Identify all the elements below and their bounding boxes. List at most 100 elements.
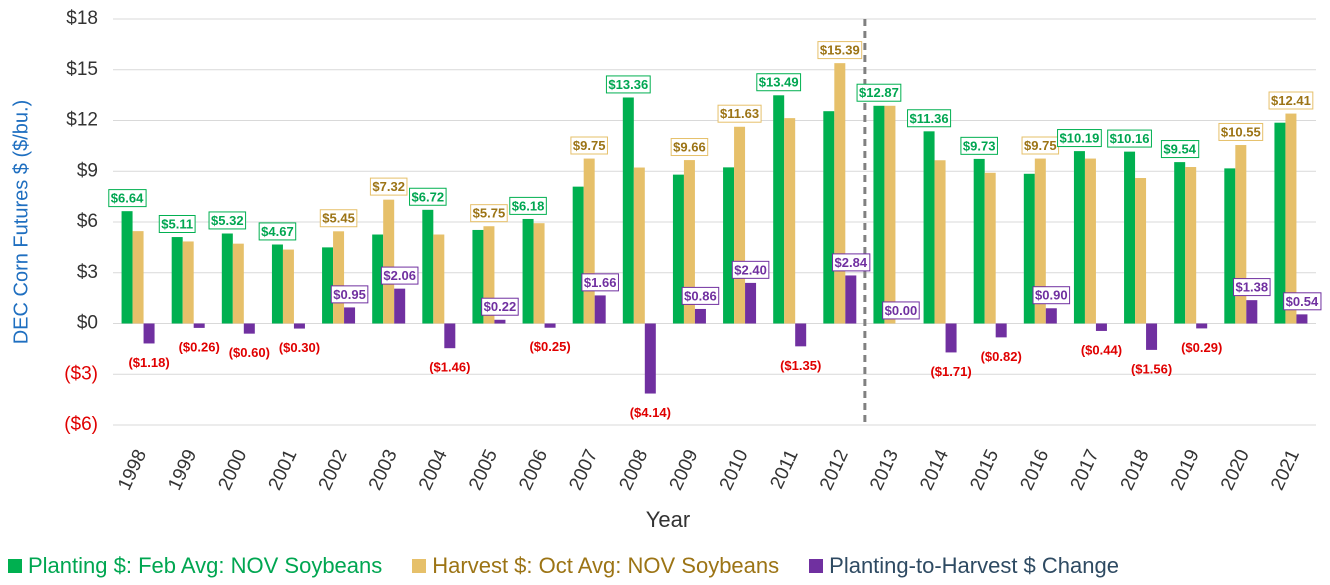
bar (1285, 113, 1297, 324)
data-label: ($0.29) (1181, 340, 1222, 355)
legend-item: Planting-to-Harvest $ Change (809, 553, 1119, 579)
bar (1084, 158, 1096, 324)
data-label-box (1233, 278, 1271, 297)
bar (372, 234, 384, 324)
data-label: $9.54 (1163, 142, 1196, 157)
data-label: ($1.71) (930, 364, 971, 379)
data-label-box (470, 204, 508, 223)
data-label: $9.73 (963, 138, 996, 153)
data-label-box (481, 297, 519, 316)
bar (1023, 173, 1035, 324)
data-label-box (319, 209, 358, 228)
bar (533, 223, 545, 324)
data-label-box (832, 253, 871, 272)
bar (1124, 151, 1136, 324)
bar (243, 323, 255, 334)
data-label: $12.87 (859, 85, 899, 100)
x-tick-label: 2016 (1016, 446, 1053, 493)
data-label-box (570, 136, 608, 155)
bar (1235, 145, 1247, 324)
bar (1095, 323, 1107, 331)
data-label-box (330, 285, 369, 304)
data-label: ($0.44) (1081, 342, 1122, 357)
data-label-box (817, 41, 863, 60)
bar (1185, 167, 1197, 324)
data-label: $5.11 (161, 216, 193, 231)
data-label-box (409, 187, 447, 206)
bar (873, 105, 885, 324)
bar (1196, 323, 1208, 329)
bar (522, 218, 534, 324)
bar (834, 63, 846, 324)
data-label: $5.32 (211, 213, 244, 228)
bar (995, 323, 1007, 338)
bar (572, 186, 584, 324)
bar (444, 323, 456, 349)
bar (293, 323, 305, 329)
bar (745, 282, 757, 324)
data-label-box (1283, 292, 1322, 311)
bar (383, 199, 395, 324)
x-tick-label: 2014 (916, 446, 953, 494)
legend-swatch (8, 559, 22, 573)
bar (494, 319, 506, 324)
data-label: $15.39 (820, 43, 860, 58)
x-tick-label: 2021 (1267, 446, 1304, 493)
bar (1135, 178, 1147, 324)
x-tick-label: 2010 (716, 446, 753, 493)
data-label-box (380, 266, 419, 285)
data-label: $0.95 (333, 287, 366, 302)
data-label: ($0.30) (279, 340, 320, 355)
data-label: ($4.14) (630, 405, 671, 420)
bar (132, 231, 144, 324)
x-axis-label: Year (646, 507, 690, 532)
grid (113, 18, 1316, 426)
data-label-box (509, 196, 547, 215)
data-label: $12.41 (1271, 93, 1311, 108)
legend-label: Planting-to-Harvest $ Change (829, 553, 1119, 578)
bar (723, 167, 735, 324)
x-tick-label: 2004 (415, 446, 452, 494)
y-tick-label: $6 (77, 211, 98, 232)
bar (193, 323, 205, 328)
data-label: $13.49 (759, 75, 799, 90)
x-tick-label: 2003 (365, 446, 402, 493)
data-label: $9.75 (1024, 138, 1057, 153)
bar (583, 158, 595, 324)
data-label: $5.45 (322, 211, 355, 226)
data-label-box (605, 75, 651, 94)
bar (672, 174, 684, 324)
x-tick-label: 2007 (565, 446, 602, 493)
legend-swatch (412, 559, 427, 573)
legend-swatch (809, 559, 824, 573)
bar (344, 307, 356, 324)
data-label-box (258, 222, 297, 241)
bar (1045, 308, 1057, 324)
bar (333, 231, 345, 324)
data-label: $0.90 (1035, 288, 1068, 303)
data-label: $6.18 (512, 198, 545, 213)
bar (644, 323, 656, 394)
data-label: $13.36 (608, 77, 648, 92)
data-label: $2.06 (383, 268, 416, 283)
data-label-box (882, 301, 920, 320)
bar (884, 105, 896, 324)
x-tick-label: 2011 (766, 446, 802, 492)
bar (472, 229, 484, 324)
data-label-box (731, 260, 770, 279)
data-label: $0.54 (1286, 294, 1319, 309)
x-tick-label: 2009 (666, 446, 703, 493)
bar (683, 160, 695, 324)
data-label: $2.84 (835, 255, 868, 270)
data-label-box (1107, 129, 1152, 148)
data-label-box (1268, 91, 1314, 110)
data-label: $11.36 (910, 111, 949, 126)
bar (271, 244, 283, 324)
data-label: $0.00 (885, 303, 918, 318)
x-tick-label: 2017 (1067, 446, 1104, 493)
data-label-box (960, 136, 998, 155)
bar (845, 275, 857, 324)
y-tick-label: $18 (66, 8, 98, 29)
bar (322, 247, 334, 324)
